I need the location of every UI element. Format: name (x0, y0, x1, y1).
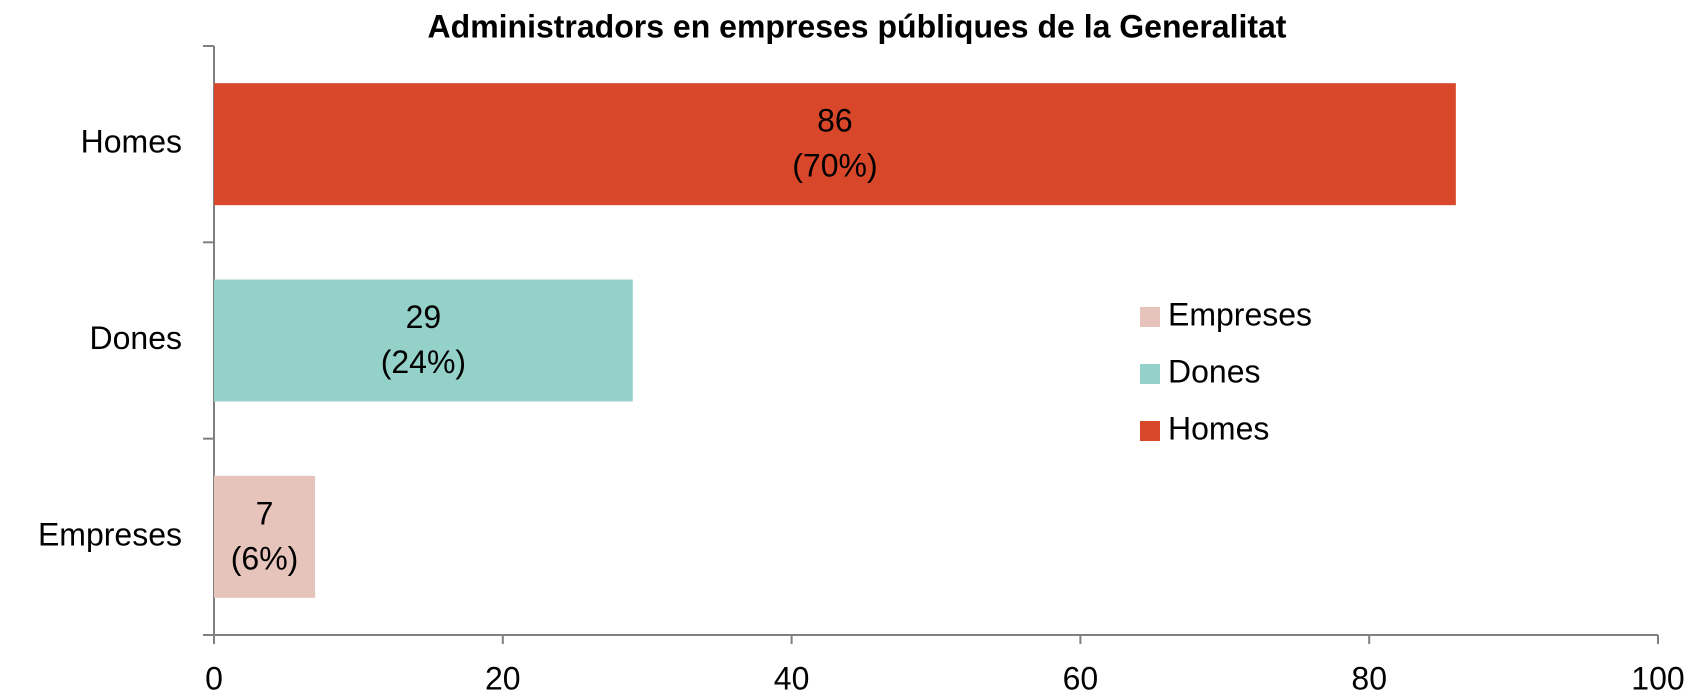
legend-swatch (1140, 364, 1160, 384)
legend-swatch (1140, 421, 1160, 441)
bar (214, 279, 633, 402)
x-tick-label: 100 (1631, 660, 1684, 696)
chart-title: Administradors en empreses públiques de … (428, 8, 1287, 44)
legend-swatch (1140, 307, 1160, 327)
bar (214, 83, 1456, 206)
share-label: (6%) (231, 540, 299, 576)
x-tick-label: 40 (774, 660, 810, 696)
share-label: (24%) (381, 344, 466, 380)
x-tick-label: 20 (485, 660, 521, 696)
share-label: (70%) (792, 148, 877, 184)
y-tick-label: Dones (90, 320, 183, 356)
x-tick-label: 0 (205, 660, 223, 696)
legend-label: Empreses (1168, 296, 1312, 332)
x-tick-label: 60 (1063, 660, 1099, 696)
legend-label: Dones (1168, 353, 1261, 389)
value-label: 29 (406, 299, 442, 335)
value-label: 86 (817, 103, 853, 139)
bar (214, 475, 316, 598)
y-tick-label: Empreses (38, 516, 182, 552)
legend-label: Homes (1168, 410, 1269, 446)
y-tick-label: Homes (81, 124, 182, 160)
x-tick-label: 80 (1351, 660, 1387, 696)
value-label: 7 (256, 495, 274, 531)
